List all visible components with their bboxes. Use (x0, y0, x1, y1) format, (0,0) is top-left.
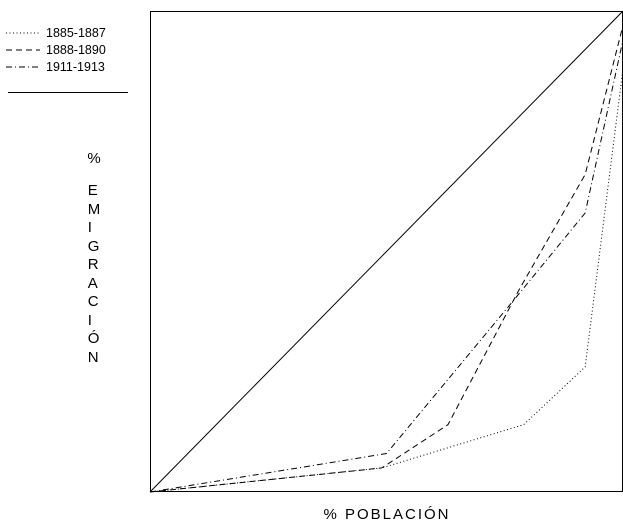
legend-item-1885-1887: 1885-1887 (6, 26, 106, 40)
series-line-1911-1913 (149, 39, 623, 493)
y-axis-label-letter: G (87, 237, 100, 255)
legend-label: 1911-1913 (46, 60, 105, 74)
y-axis-label-letter: I (87, 219, 92, 236)
y-axis-label-letter: C (87, 293, 99, 310)
legend-item-1888-1890: 1888-1890 (6, 43, 106, 57)
dashdot-line-swatch-icon (6, 66, 40, 68)
y-axis-label-letter: E (87, 182, 98, 199)
y-axis-label-letter: I (87, 311, 92, 329)
y-axis-label-letter: Ó (87, 330, 100, 347)
legend-item-1911-1913: 1911-1913 (6, 60, 105, 74)
y-axis-label-letter: A (87, 274, 98, 292)
x-axis-label: % POBLACIÓN (323, 506, 451, 523)
y-axis-label-letter: N (87, 348, 99, 366)
y-axis-label-letter: R (87, 256, 99, 273)
legend-label: 1885-1887 (46, 26, 106, 40)
y-axis-label-percent: % (87, 150, 101, 167)
series-line-1888-1890 (149, 25, 623, 493)
dotted-line-swatch-icon (6, 32, 40, 34)
legend-divider (8, 92, 128, 93)
y-axis-label-letter: M (87, 200, 101, 218)
series-line-1885-1887 (149, 68, 623, 493)
equality-diagonal-line (149, 10, 623, 493)
dashed-line-swatch-icon (6, 49, 40, 51)
legend-label: 1888-1890 (46, 43, 106, 57)
